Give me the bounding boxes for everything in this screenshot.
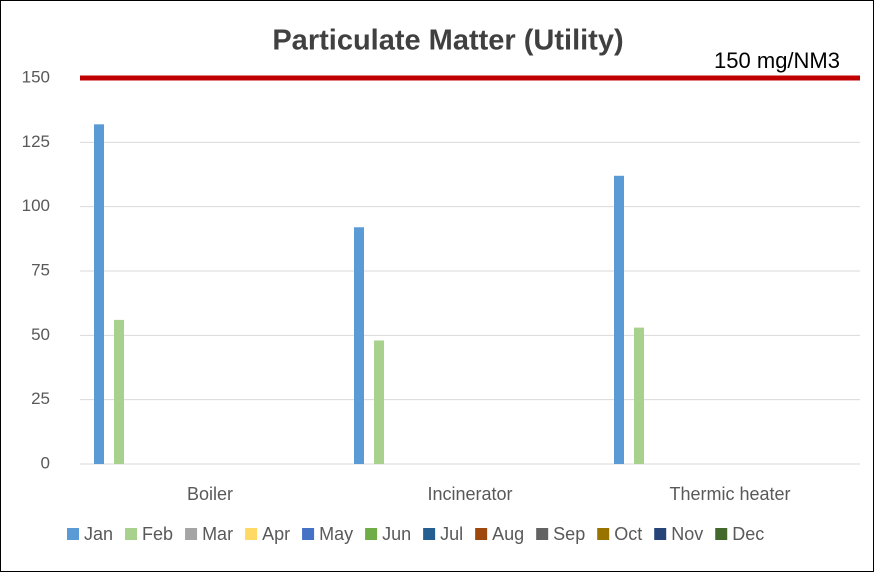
y-tick-label: 25	[31, 389, 50, 408]
legend-label: Sep	[553, 524, 585, 544]
bar	[114, 319, 124, 464]
legend-label: Jul	[440, 524, 463, 544]
bar	[354, 227, 364, 464]
bar	[374, 340, 384, 464]
legend-swatch	[67, 528, 79, 540]
legend-swatch	[654, 528, 667, 540]
legend-label: May	[319, 524, 353, 544]
bar	[614, 175, 624, 464]
y-tick-label: 0	[41, 453, 50, 472]
legend-swatch	[245, 528, 258, 540]
legend-label: Dec	[732, 524, 764, 544]
legend-label: Mar	[202, 524, 233, 544]
bar	[94, 124, 104, 464]
chart-title: Particulate Matter (Utility)	[272, 25, 623, 57]
legend-swatch	[302, 528, 315, 540]
reference-label: 150 mg/NM3	[714, 48, 840, 73]
x-tick-label: Thermic heater	[669, 484, 790, 504]
y-tick-label: 50	[31, 325, 50, 344]
y-tick-label: 100	[22, 196, 50, 215]
legend-swatch	[185, 528, 198, 540]
legend-label: Apr	[262, 524, 290, 544]
legend-label: Jan	[84, 524, 113, 544]
legend-label: Feb	[142, 524, 173, 544]
legend-label: Jun	[382, 524, 411, 544]
legend-swatch	[365, 528, 378, 540]
x-tick-label: Boiler	[187, 484, 233, 504]
legend-swatch	[536, 528, 549, 540]
legend-label: Oct	[614, 524, 642, 544]
legend-swatch	[597, 528, 610, 540]
legend-swatch	[423, 528, 436, 540]
y-tick-label: 125	[22, 132, 50, 151]
legend-label: Aug	[492, 524, 524, 544]
legend-swatch	[715, 528, 728, 540]
bar	[634, 327, 644, 464]
legend-swatch	[475, 528, 488, 540]
x-tick-label: Incinerator	[427, 484, 512, 504]
legend-label: Nov	[671, 524, 703, 544]
legend-swatch	[125, 528, 138, 540]
y-tick-label: 150	[22, 67, 50, 86]
y-tick-label: 75	[31, 260, 50, 279]
